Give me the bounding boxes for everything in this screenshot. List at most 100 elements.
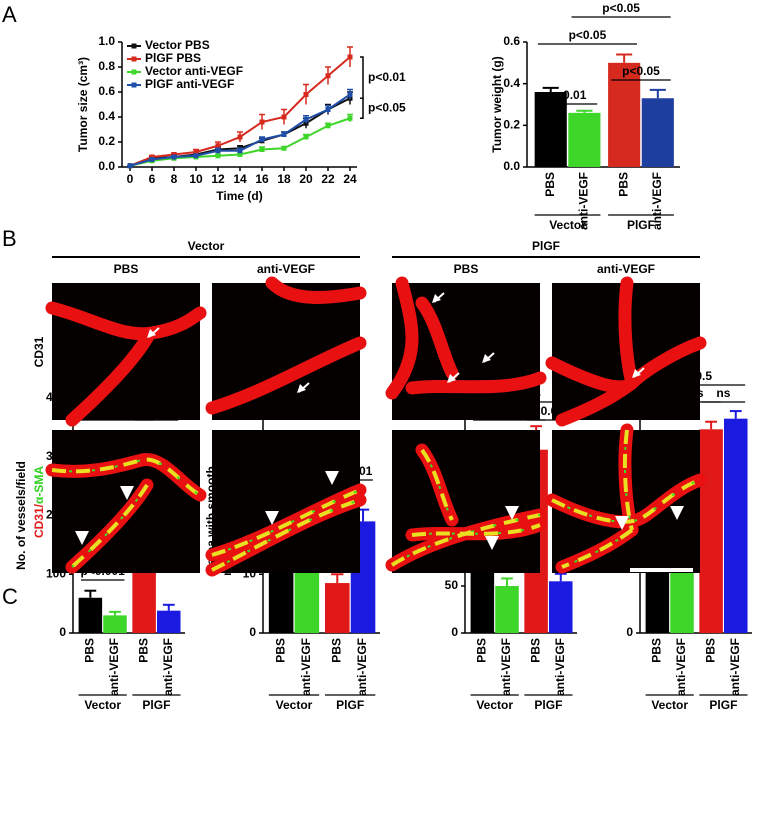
- group-label: PlGF: [142, 698, 170, 712]
- x-tick-label: PBS: [543, 172, 557, 197]
- y-tick-label: 0.0: [98, 159, 115, 173]
- micrograph: [205, 430, 367, 577]
- arrowhead: [120, 486, 134, 500]
- x-tick-label: PBS: [83, 638, 97, 663]
- x-tick-label: 6: [149, 172, 156, 186]
- sma-signal: [411, 524, 541, 536]
- y-tick-label: 0.4: [503, 76, 520, 90]
- group-label: Vector: [84, 698, 121, 712]
- x-tick-label: 14: [233, 172, 247, 186]
- group-label: Vector: [549, 218, 586, 232]
- x-tick-label: 18: [277, 172, 291, 186]
- vessel: [205, 336, 367, 415]
- legend-label: Vector anti-VEGF: [145, 64, 243, 78]
- sma-signal: [551, 479, 701, 523]
- sma-signal: [51, 457, 202, 497]
- x-tick-label: anti-VEGF: [553, 638, 567, 696]
- x-tick-label: anti-VEGF: [499, 638, 513, 696]
- bar: [641, 98, 674, 167]
- y-tick-label: 0.2: [98, 134, 115, 148]
- point: [325, 73, 331, 79]
- y-axis-label: No. of vessels/field: [14, 461, 28, 570]
- bar: [608, 62, 641, 168]
- arrow-head: [147, 329, 156, 338]
- x-axis-label: Time (d): [216, 189, 262, 203]
- sma-signal: [551, 478, 701, 524]
- y-axis-label: Tumor size (cm³): [76, 57, 90, 152]
- sma-signal: [411, 523, 541, 537]
- arrowhead: [265, 511, 279, 525]
- micrograph: [545, 276, 707, 427]
- group-label: PlGF: [709, 698, 737, 712]
- x-tick-label: 20: [299, 172, 313, 186]
- x-tick-label: PBS: [273, 638, 287, 663]
- bar: [325, 583, 350, 633]
- group-label: PlGF: [627, 218, 655, 232]
- x-tick-label: PBS: [329, 638, 343, 663]
- legend-marker: [131, 56, 137, 62]
- annotation: p<0.01: [368, 70, 406, 84]
- x-tick-label: 0: [127, 172, 134, 186]
- legend-marker: [131, 69, 137, 75]
- condition-label: anti-VEGF: [597, 262, 655, 276]
- condition-label: PBS: [454, 262, 479, 276]
- sma-signal: [420, 448, 454, 521]
- micrograph: [205, 276, 367, 420]
- y-tick-label: 0: [626, 625, 633, 639]
- x-tick-label: anti-VEGF: [728, 638, 742, 696]
- point: [303, 117, 309, 122]
- arrow-head: [432, 294, 441, 303]
- row-label-part: α-SMA: [32, 466, 46, 504]
- arrowhead: [75, 531, 89, 545]
- bar: [103, 615, 127, 633]
- arrow-head: [297, 384, 306, 393]
- arrowhead: [325, 471, 339, 485]
- point: [347, 115, 353, 121]
- annotation: ns: [716, 386, 730, 400]
- sma-signal: [70, 483, 149, 569]
- micrograph: [545, 423, 707, 574]
- point: [347, 92, 353, 97]
- x-tick-label: 8: [171, 172, 178, 186]
- vessel: [415, 296, 459, 380]
- legend-label: PlGF anti-VEGF: [145, 77, 234, 91]
- group-header: PlGF: [532, 239, 560, 253]
- y-tick-label: 0: [451, 625, 458, 639]
- y-tick-label: 0.8: [98, 59, 115, 73]
- arrowhead: [485, 536, 499, 550]
- micrograph: [45, 283, 207, 427]
- row-label: CD31: [32, 336, 46, 367]
- x-tick-label: 22: [321, 172, 335, 186]
- sma-signal: [211, 498, 361, 572]
- y-axis-label: Tumor weight (g): [490, 56, 504, 152]
- x-tick-label: anti-VEGF: [107, 638, 121, 696]
- x-tick-label: 16: [255, 172, 269, 186]
- condition-label: anti-VEGF: [257, 262, 315, 276]
- image-background: [52, 430, 200, 573]
- point: [127, 163, 133, 169]
- sma-signal: [561, 528, 634, 569]
- group-label: PlGF: [336, 698, 364, 712]
- point: [259, 119, 265, 125]
- x-tick-label: PBS: [136, 638, 150, 663]
- group-label: Vector: [276, 698, 313, 712]
- x-tick-label: anti-VEGF: [299, 638, 313, 696]
- y-tick-label: 0: [249, 625, 256, 639]
- bar: [549, 581, 573, 633]
- arrow-head: [482, 354, 491, 363]
- legend-marker: [131, 82, 137, 88]
- x-tick-label: 12: [211, 172, 225, 186]
- point: [347, 54, 353, 60]
- x-tick-label: 24: [343, 172, 357, 186]
- vessel: [405, 371, 547, 395]
- annotation: p<0.01: [549, 88, 587, 102]
- vessel: [385, 276, 419, 400]
- annotation: p<0.05: [622, 64, 660, 78]
- x-tick-label: PBS: [703, 638, 717, 663]
- bar: [78, 597, 103, 633]
- y-tick-label: 0.6: [98, 84, 115, 98]
- x-tick-label: anti-VEGF: [161, 638, 175, 696]
- group-label: Vector: [651, 698, 688, 712]
